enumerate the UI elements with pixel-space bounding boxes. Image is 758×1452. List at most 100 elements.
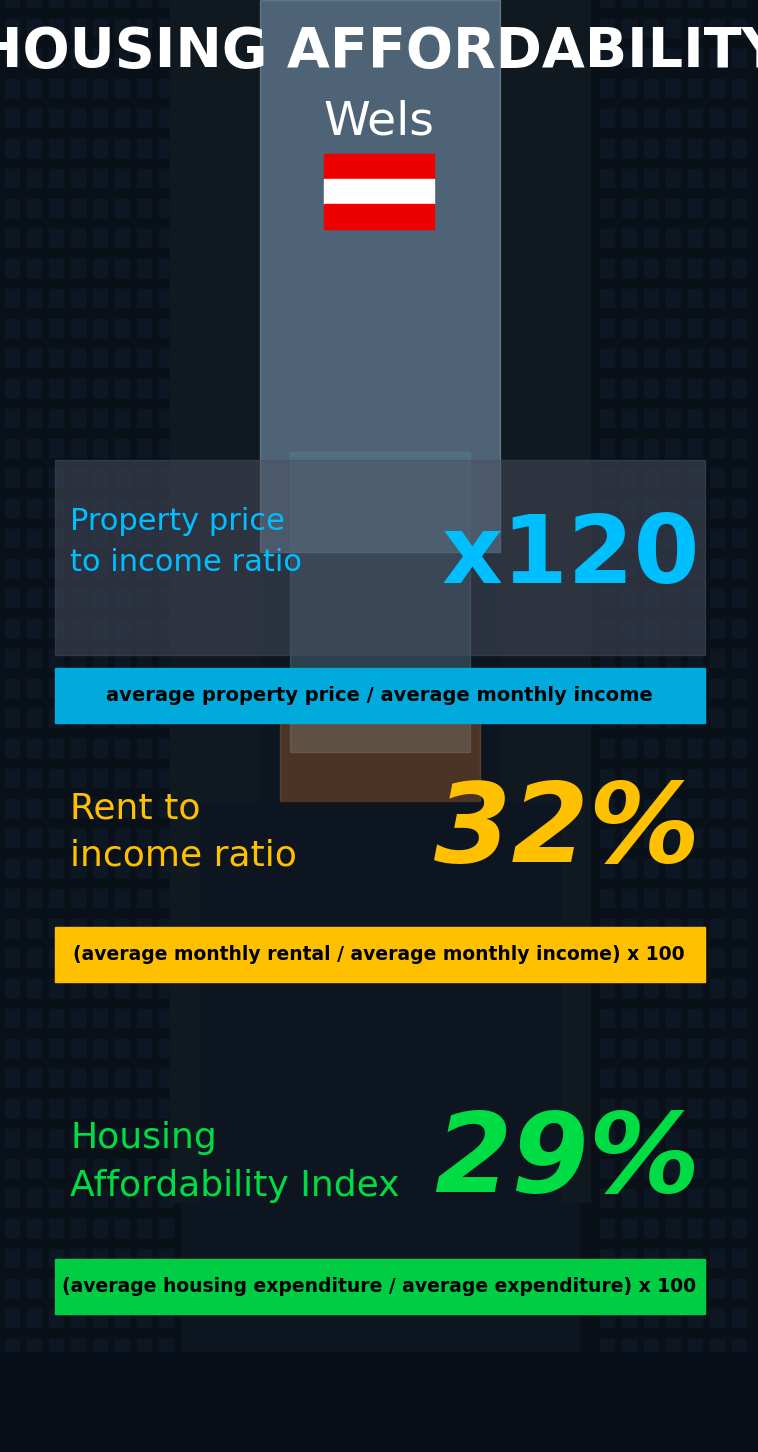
Bar bbox=[732, 1369, 746, 1387]
Bar bbox=[600, 1069, 614, 1088]
Bar bbox=[93, 1279, 107, 1297]
Bar bbox=[600, 139, 614, 157]
Bar bbox=[622, 1189, 636, 1207]
Bar bbox=[115, 1429, 129, 1448]
Bar bbox=[732, 0, 746, 7]
Bar bbox=[5, 529, 19, 547]
Bar bbox=[159, 1279, 173, 1297]
Bar bbox=[159, 1189, 173, 1207]
Bar bbox=[93, 379, 107, 396]
Bar bbox=[49, 499, 63, 517]
Bar bbox=[710, 649, 724, 666]
Bar bbox=[600, 590, 614, 607]
Bar bbox=[622, 168, 636, 187]
Bar bbox=[600, 109, 614, 126]
Bar bbox=[93, 409, 107, 427]
Bar bbox=[644, 889, 658, 908]
Bar bbox=[710, 1009, 724, 1027]
Bar bbox=[710, 1130, 724, 1147]
Bar bbox=[688, 889, 702, 908]
Bar bbox=[27, 529, 41, 547]
Bar bbox=[666, 1220, 680, 1237]
Bar bbox=[600, 1429, 614, 1448]
Bar bbox=[115, 770, 129, 787]
Bar bbox=[710, 1279, 724, 1297]
Text: Property price
to income ratio: Property price to income ratio bbox=[70, 507, 302, 576]
Bar bbox=[5, 1429, 19, 1448]
Bar bbox=[115, 258, 129, 277]
Bar bbox=[688, 49, 702, 67]
Bar bbox=[137, 770, 151, 787]
Bar bbox=[644, 109, 658, 126]
Bar bbox=[666, 1069, 680, 1088]
Bar bbox=[71, 619, 85, 637]
Bar bbox=[159, 1130, 173, 1147]
Bar bbox=[159, 1249, 173, 1268]
Bar bbox=[622, 499, 636, 517]
Bar bbox=[93, 348, 107, 367]
Bar bbox=[732, 1279, 746, 1297]
Bar bbox=[666, 439, 680, 457]
Bar bbox=[600, 770, 614, 787]
Bar bbox=[159, 739, 173, 756]
Bar bbox=[710, 1249, 724, 1268]
Bar bbox=[71, 1130, 85, 1147]
Bar bbox=[71, 19, 85, 36]
Bar bbox=[710, 799, 724, 817]
Bar bbox=[137, 379, 151, 396]
Bar bbox=[71, 1040, 85, 1057]
Text: Housing
Affordability Index: Housing Affordability Index bbox=[70, 1121, 399, 1202]
Bar bbox=[159, 78, 173, 97]
Bar bbox=[93, 889, 107, 908]
Bar bbox=[600, 739, 614, 756]
Bar bbox=[159, 590, 173, 607]
Bar bbox=[644, 439, 658, 457]
Bar bbox=[49, 979, 63, 998]
Bar bbox=[666, 529, 680, 547]
Text: (average monthly rental / average monthly income) x 100: (average monthly rental / average monthl… bbox=[74, 945, 684, 964]
Bar bbox=[622, 258, 636, 277]
Bar bbox=[159, 1220, 173, 1237]
Bar bbox=[644, 619, 658, 637]
Bar bbox=[688, 590, 702, 607]
Bar bbox=[71, 1310, 85, 1327]
Bar bbox=[500, 0, 590, 1202]
Bar bbox=[710, 199, 724, 216]
Bar bbox=[600, 709, 614, 727]
Bar bbox=[5, 1040, 19, 1057]
Bar bbox=[732, 78, 746, 97]
Bar bbox=[644, 199, 658, 216]
Bar bbox=[666, 680, 680, 697]
Bar bbox=[27, 199, 41, 216]
Bar bbox=[159, 379, 173, 396]
Bar bbox=[93, 0, 107, 7]
Bar bbox=[71, 1220, 85, 1237]
Bar bbox=[644, 1339, 658, 1358]
Bar bbox=[137, 1220, 151, 1237]
Bar bbox=[622, 1279, 636, 1297]
Bar bbox=[93, 1130, 107, 1147]
Bar bbox=[5, 19, 19, 36]
Bar bbox=[5, 1130, 19, 1147]
Bar bbox=[115, 1249, 129, 1268]
Bar bbox=[159, 1369, 173, 1387]
Bar bbox=[49, 379, 63, 396]
Bar bbox=[5, 680, 19, 697]
Bar bbox=[115, 469, 129, 486]
Bar bbox=[0, 1352, 758, 1452]
Bar bbox=[137, 1429, 151, 1448]
Bar bbox=[600, 19, 614, 36]
Bar bbox=[644, 1249, 658, 1268]
Bar bbox=[666, 1279, 680, 1297]
Bar bbox=[666, 1249, 680, 1268]
Bar bbox=[27, 0, 41, 7]
Bar bbox=[600, 1220, 614, 1237]
Bar bbox=[71, 1249, 85, 1268]
Bar bbox=[71, 0, 85, 7]
Bar bbox=[622, 1130, 636, 1147]
Bar bbox=[5, 799, 19, 817]
Bar bbox=[600, 680, 614, 697]
Bar bbox=[115, 139, 129, 157]
Bar bbox=[666, 1159, 680, 1178]
Bar bbox=[49, 1159, 63, 1178]
